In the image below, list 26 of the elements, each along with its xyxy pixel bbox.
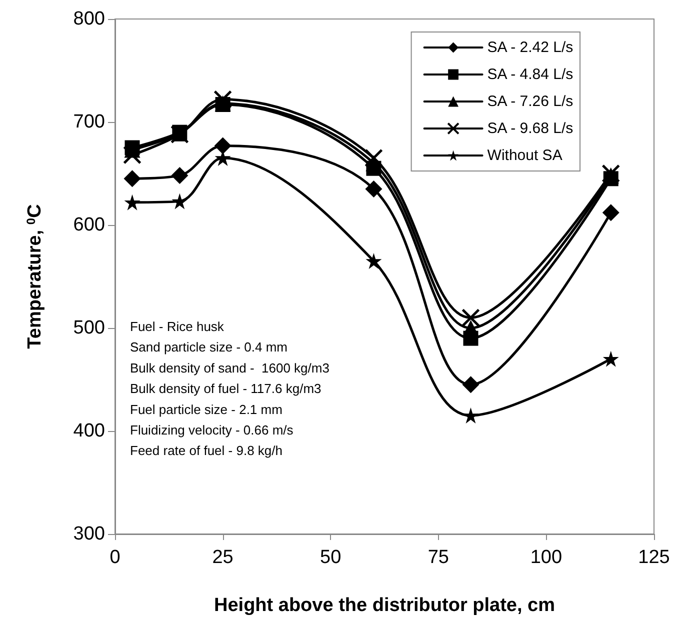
y-tick-label: 800 — [73, 8, 105, 30]
legend-label: SA - 2.42 L/s — [487, 39, 574, 56]
y-tick-label: 400 — [73, 420, 105, 442]
x-tick-label: 0 — [110, 547, 120, 568]
legend-label: SA - 9.68 L/s — [487, 120, 574, 137]
y-tick-label: 300 — [73, 524, 105, 544]
x-axis-title: Height above the distributor plate, cm — [214, 595, 555, 616]
x-tick-label: 100 — [530, 547, 562, 568]
annotation: Sand particle size - 0.4 mm — [130, 340, 288, 355]
legend-label: SA - 4.84 L/s — [487, 66, 574, 83]
x-tick-label: 25 — [212, 547, 234, 568]
legend-label: SA - 7.26 L/s — [487, 93, 574, 110]
annotation: Fuel particle size - 2.1 mm — [130, 402, 282, 417]
annotation: Bulk density of fuel - 117.6 kg/m3 — [130, 381, 322, 396]
y-axis-title: Temperature, 0C — [24, 204, 46, 349]
y-tick-label: 600 — [73, 214, 105, 236]
annotation: Fuel - Rice husk — [130, 319, 224, 334]
annotation: Bulk density of sand - 1600 kg/m3 — [130, 360, 330, 376]
x-tick-label: 125 — [638, 547, 670, 568]
legend-label: Without SA — [487, 147, 562, 164]
y-tick-label: 700 — [73, 112, 105, 132]
annotation: Fluidizing velocity - 0.66 m/s — [130, 422, 294, 438]
annotation: Feed rate of fuel - 9.8 kg/h — [130, 443, 282, 458]
y-tick-label: 500 — [73, 318, 105, 338]
x-tick-label: 50 — [320, 547, 342, 568]
x-tick-label: 75 — [428, 547, 449, 568]
